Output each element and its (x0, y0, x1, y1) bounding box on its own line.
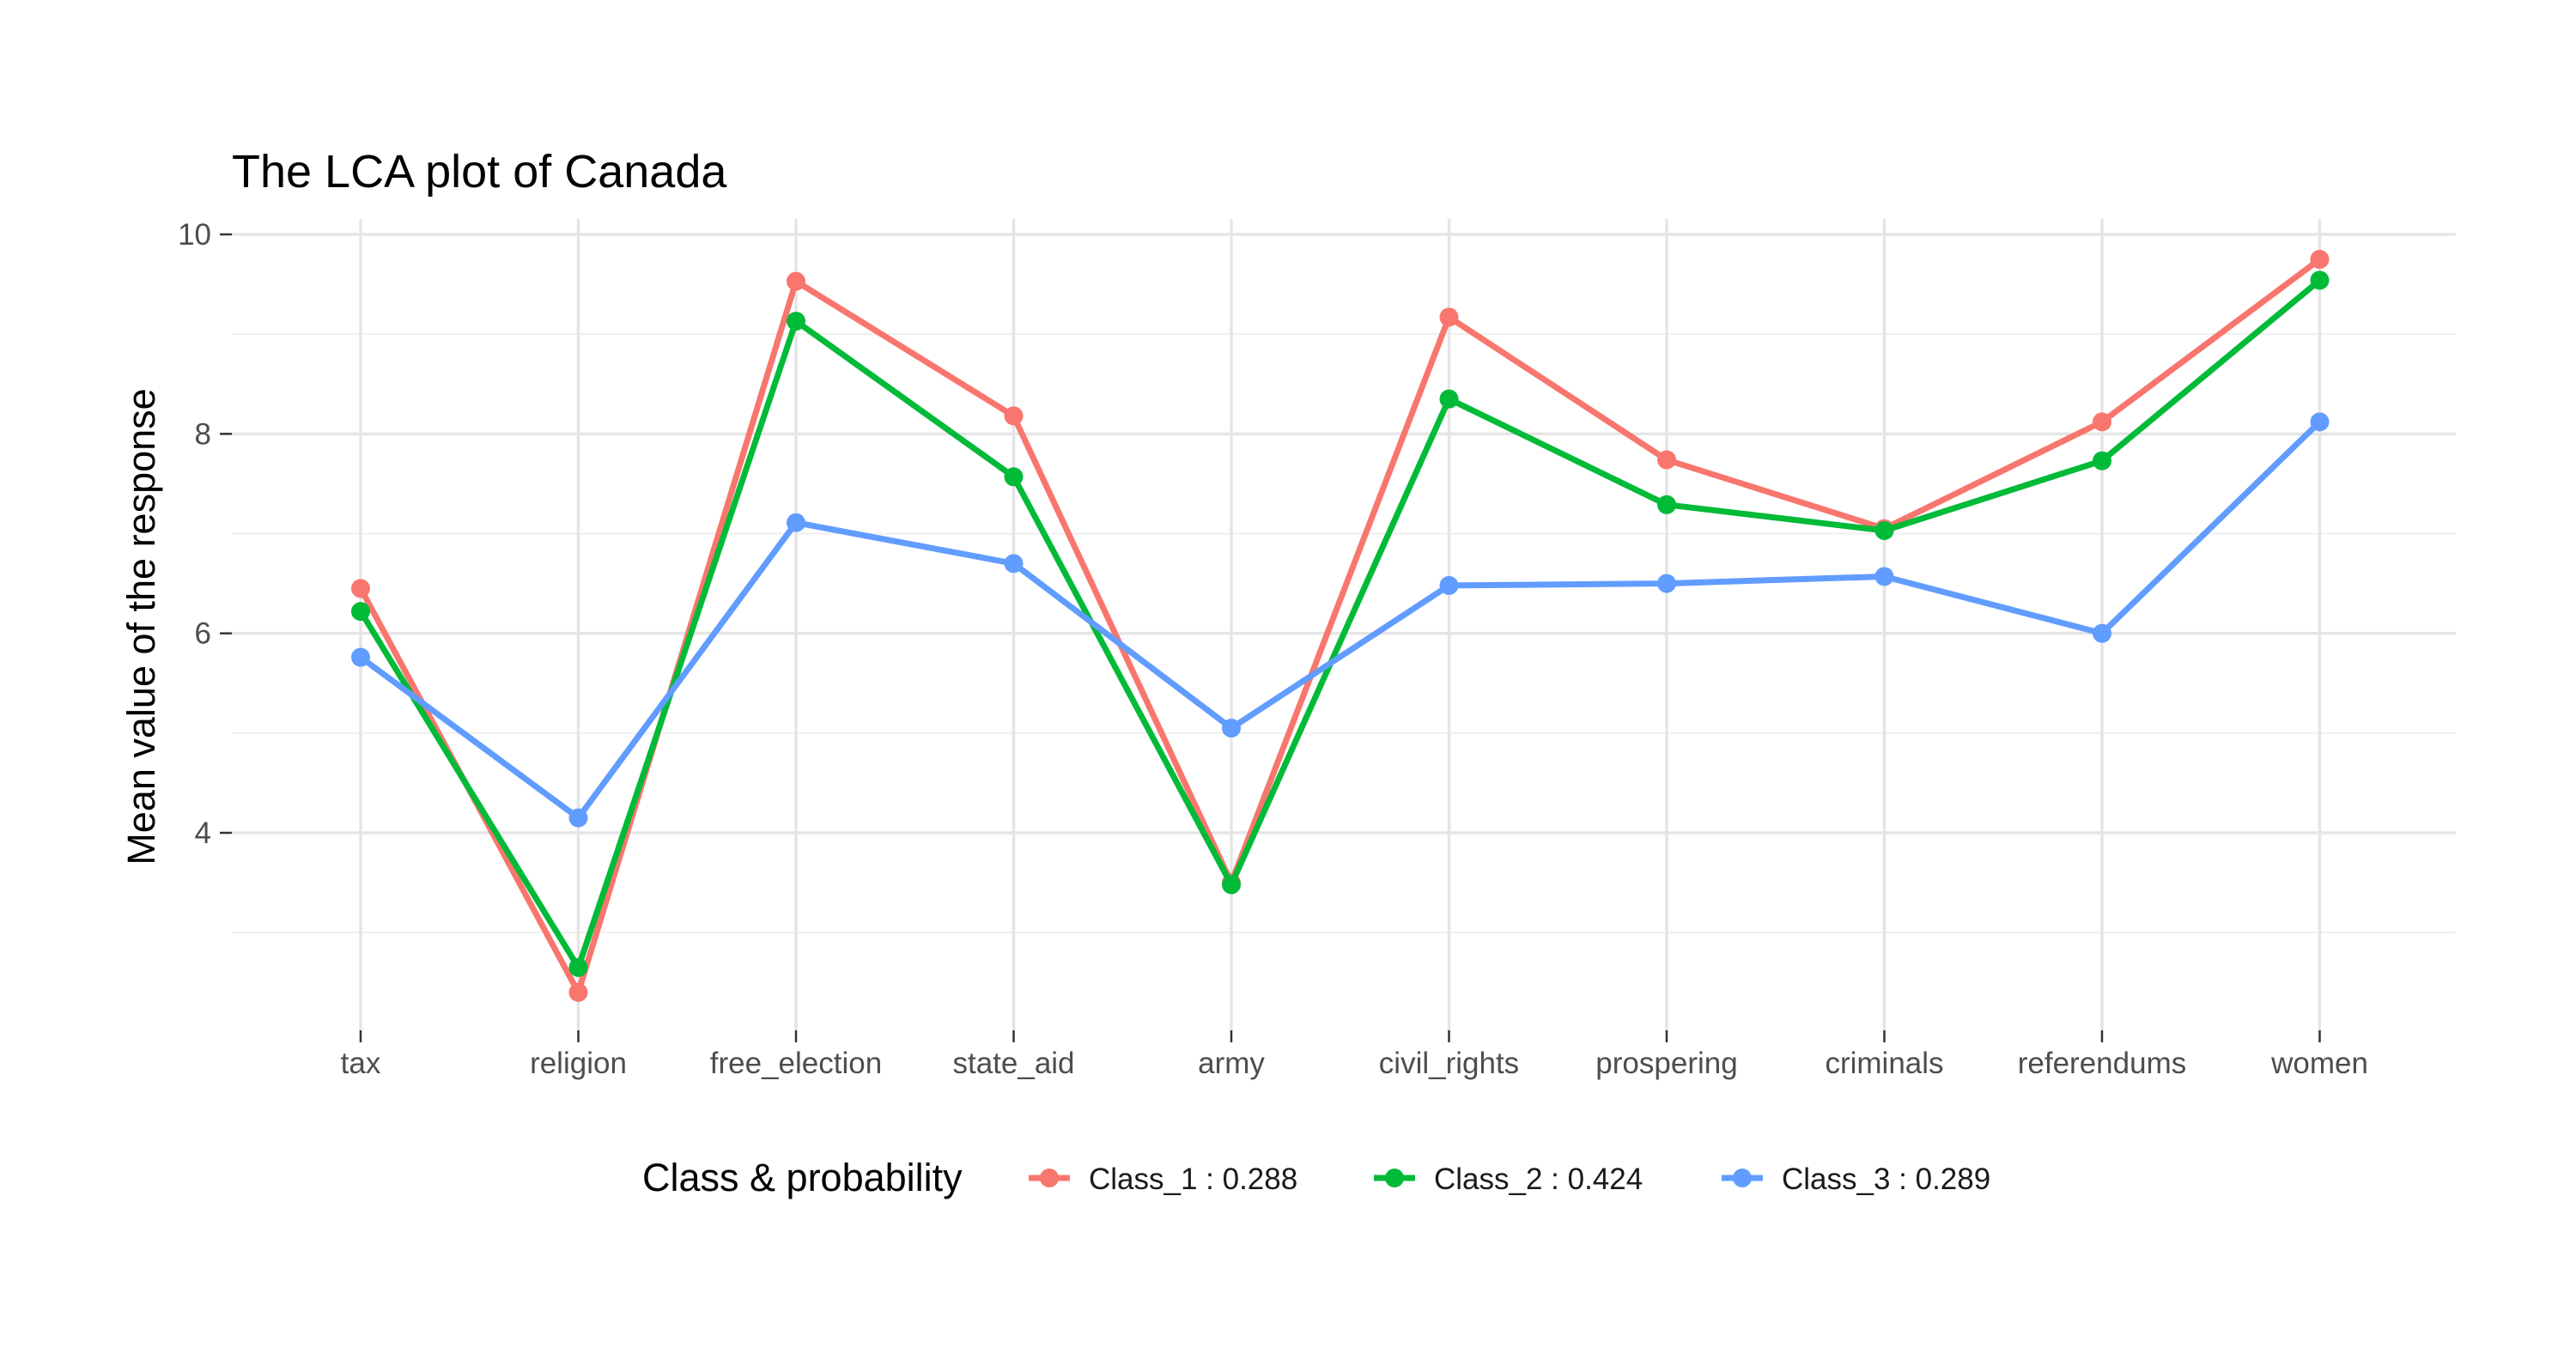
axis-layer: 4 6 8 10 tax religion free_election state_aid ar… (178, 218, 2368, 1080)
series-line (358, 277, 2322, 971)
data-point (1657, 574, 1676, 593)
series-1 (351, 250, 2330, 1002)
x-tick-label: referendums (2018, 1047, 2186, 1080)
data-point (2093, 412, 2111, 432)
data-point (2093, 451, 2111, 471)
chart-title: The LCA plot of Canada (232, 146, 727, 197)
data-point (1439, 575, 1459, 595)
x-tick-label: women (2270, 1047, 2368, 1080)
y-tick-label: 8 (195, 417, 211, 451)
x-tick-label: prospering (1595, 1047, 1737, 1080)
data-point (787, 312, 805, 331)
data-point (568, 808, 588, 828)
x-tick-label: state_aid (952, 1047, 1074, 1080)
grid-layer (232, 219, 2456, 1030)
y-tick-label: 4 (195, 817, 211, 850)
data-point (2093, 623, 2111, 643)
data-point (568, 982, 588, 1002)
data-point (787, 271, 805, 291)
legend-swatch-point (1385, 1169, 1404, 1187)
legend: Class & probability Class_1 : 0.288 Class… (642, 1156, 1990, 1199)
legend-swatch-point (1040, 1169, 1059, 1187)
data-point (1004, 467, 1024, 487)
data-point (351, 647, 370, 667)
series-layer (351, 250, 2330, 1002)
y-axis-label: Mean value of the response (119, 388, 163, 865)
series-line (358, 419, 2322, 822)
legend-items: Class_1 : 0.288 Class_2 : 0.424 Class_3 : … (1029, 1163, 1990, 1196)
data-point (1657, 450, 1676, 470)
data-point (1439, 307, 1459, 327)
data-point (1222, 719, 1241, 738)
y-tick-label: 10 (178, 218, 211, 252)
x-tick-label: criminals (1825, 1047, 1943, 1080)
data-point (1439, 389, 1459, 409)
legend-label: Class_3 : 0.289 (1782, 1163, 1990, 1196)
legend-label: Class_2 : 0.424 (1434, 1163, 1643, 1196)
legend-item-1: Class_1 : 0.288 (1029, 1163, 1297, 1196)
data-point (568, 957, 588, 977)
x-tick-label: religion (530, 1047, 627, 1080)
data-point (2310, 250, 2330, 270)
data-point (2310, 270, 2330, 290)
legend-swatch-point (1733, 1169, 1752, 1187)
data-point (1222, 875, 1241, 895)
x-tick-label: army (1198, 1047, 1265, 1080)
x-tick-label: tax (341, 1047, 381, 1080)
data-point (1004, 554, 1024, 574)
legend-item-3: Class_3 : 0.289 (1722, 1163, 1990, 1196)
data-point (1004, 406, 1024, 426)
legend-item-2: Class_2 : 0.424 (1374, 1163, 1643, 1196)
data-point (787, 513, 805, 532)
x-tick-label: civil_rights (1379, 1047, 1519, 1080)
series-3 (351, 412, 2330, 828)
series-line (357, 257, 2322, 996)
legend-title: Class & probability (642, 1156, 963, 1199)
data-point (1874, 567, 1894, 586)
data-point (1657, 495, 1676, 514)
x-tick-label: free_election (710, 1047, 882, 1080)
y-tick-label: 6 (195, 617, 211, 651)
legend-label: Class_1 : 0.288 (1089, 1163, 1297, 1196)
data-point (2310, 412, 2330, 432)
series-2 (351, 270, 2330, 977)
data-point (1874, 521, 1894, 541)
data-point (351, 579, 370, 598)
data-point (351, 602, 370, 622)
